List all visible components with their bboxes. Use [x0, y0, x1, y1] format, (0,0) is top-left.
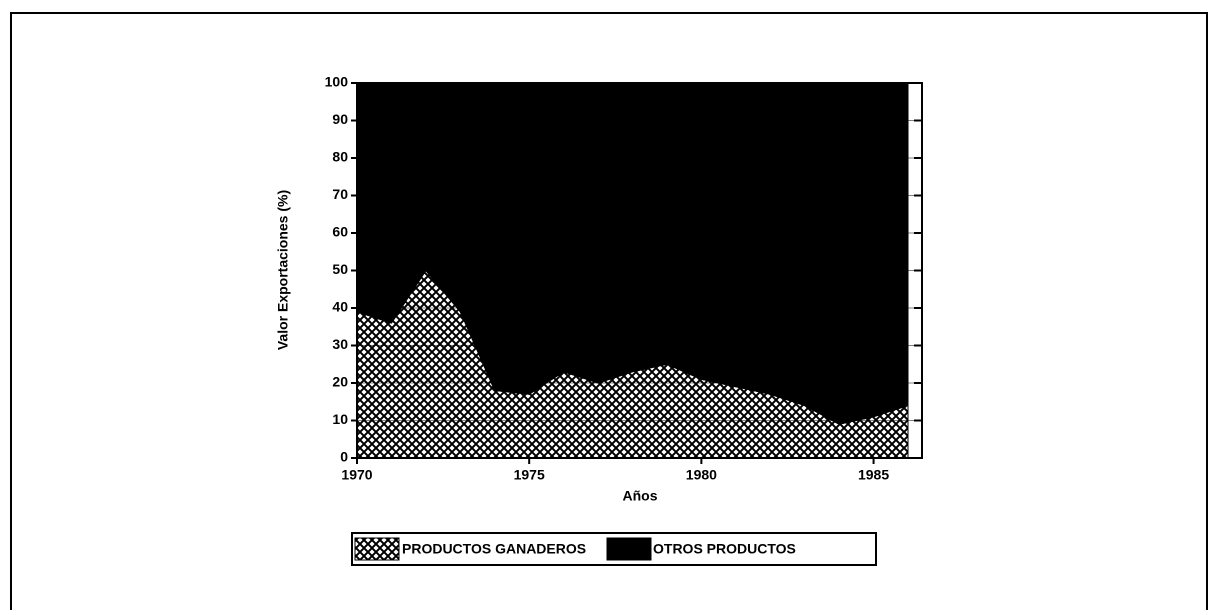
x-tick-label: 1980	[686, 467, 717, 483]
y-tick-label: 90	[332, 111, 348, 127]
legend-label: OTROS PRODUCTOS	[653, 541, 796, 557]
y-tick-label: 30	[332, 336, 348, 352]
y-tick-label: 70	[332, 186, 348, 202]
y-tick-label: 60	[332, 224, 348, 240]
y-axis-label: Valor Exportaciones (%)	[275, 190, 291, 350]
x-tick-label: 1975	[514, 467, 545, 483]
y-tick-label: 40	[332, 299, 348, 315]
y-tick-label: 50	[332, 261, 348, 277]
y-tick-label: 100	[325, 74, 349, 90]
legend-label: PRODUCTOS GANADEROS	[402, 541, 586, 557]
y-tick-label: 80	[332, 149, 348, 165]
x-tick-label: 1970	[341, 467, 372, 483]
y-tick-label: 0	[340, 449, 348, 465]
legend-swatch	[354, 537, 400, 561]
x-axis-label: Años	[623, 488, 658, 504]
x-tick-label: 1985	[858, 467, 889, 483]
y-tick-label: 10	[332, 411, 348, 427]
legend-swatch	[606, 537, 652, 561]
y-tick-label: 20	[332, 374, 348, 390]
